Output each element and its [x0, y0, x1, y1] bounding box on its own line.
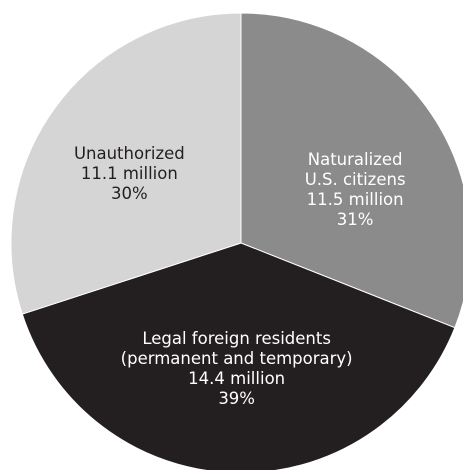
value-label: 31% [336, 210, 374, 230]
slice-label: Unauthorized 11.1 million 30% [59, 144, 199, 204]
category: Legal foreign residents (permanent and t… [120, 328, 353, 368]
value-label: 30% [111, 183, 148, 203]
pie-slice [240, 12, 463, 329]
slice-label: Legal foreign residents (permanent and t… [117, 329, 357, 409]
amount: 14.4 million [188, 368, 286, 388]
category: Unauthorized [73, 143, 185, 163]
slice-label: Naturalized U.S. citizens 11.5 million 31% [290, 150, 420, 230]
amount: 11.1 million [80, 163, 178, 183]
value-label: 39% [218, 388, 255, 408]
category: Naturalized U.S. citizens [304, 150, 406, 190]
pie-slice [21, 242, 456, 470]
amount: 11.5 million [306, 190, 404, 210]
pie-slice [10, 12, 242, 315]
